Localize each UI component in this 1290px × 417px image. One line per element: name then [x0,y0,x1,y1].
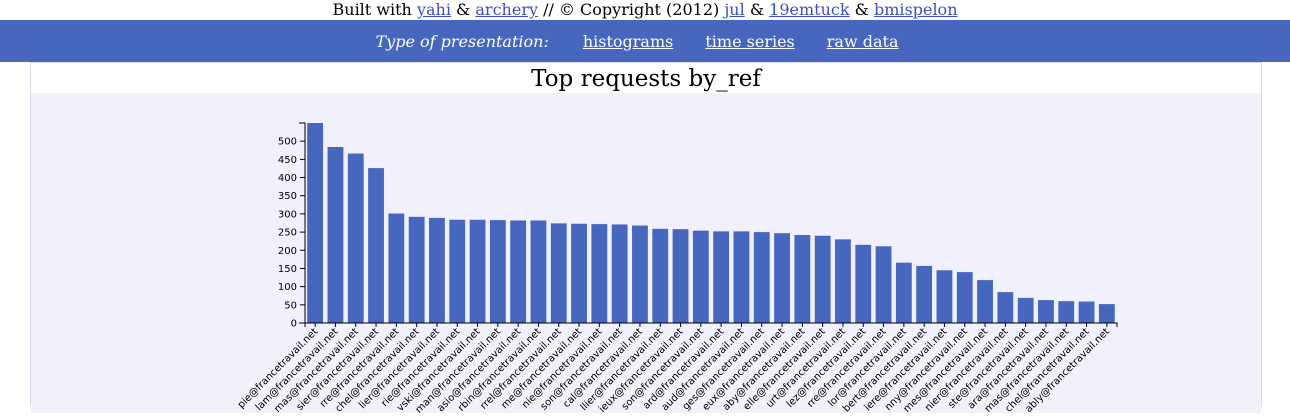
bar-32[interactable] [956,272,973,323]
archery-link[interactable]: archery [475,0,538,19]
bar-33[interactable] [977,280,993,323]
bar-1[interactable] [327,147,344,323]
y-tick-label-4: 200 [278,246,297,257]
bar-23[interactable] [774,233,790,323]
bar-34[interactable] [997,292,1014,323]
bar-37[interactable] [1058,301,1075,323]
bar-19[interactable] [692,230,709,323]
bar-22[interactable] [753,232,770,323]
bar-21[interactable] [733,231,750,323]
presentation-type-label: Type of presentation: [375,31,549,51]
bar-7[interactable] [449,219,466,323]
y-tick-label-7: 350 [278,191,297,202]
y-axis [299,122,306,324]
credits-copyright: // © Copyright (2012) [543,0,720,19]
y-tick-label-2: 100 [278,282,297,293]
time-series-link[interactable]: time series [705,31,795,51]
jul-link[interactable]: jul [724,0,745,19]
bar-29[interactable] [895,262,912,323]
bar-12[interactable] [550,223,567,323]
credits-bar: Built with yahi & archery // © Copyright… [0,0,1290,20]
bar-14[interactable] [591,224,608,323]
bar-20[interactable] [713,231,730,323]
bar-3[interactable] [368,168,384,323]
chart-panel: Top requests by_ref 0 50 100 150 200 250 300 35… [30,62,1262,416]
presentation-navbar: Type of presentation: histograms time se… [0,20,1290,62]
bar-18[interactable] [672,229,689,323]
raw-data-link[interactable]: raw data [826,31,899,51]
x-axis [304,322,1118,327]
bar-39[interactable] [1098,304,1115,323]
bar-38[interactable] [1078,301,1095,323]
bar-0[interactable] [307,123,324,323]
y-tick-label-6: 300 [278,209,297,220]
bar-4[interactable] [388,213,405,323]
credits-amp-2: & [749,0,765,19]
bar-17[interactable] [652,228,669,323]
bar-28[interactable] [875,246,892,323]
y-tick-label-5: 250 [278,228,297,239]
bar-10[interactable] [510,220,527,323]
bar-6[interactable] [429,217,445,323]
bar-15[interactable] [611,224,628,323]
panel-title: Top requests by_ref [531,66,761,92]
bar-36[interactable] [1038,300,1054,323]
bar-11[interactable] [530,220,547,323]
bar-27[interactable] [855,244,872,323]
histograms-link[interactable]: histograms [582,31,674,51]
19emtuck-link[interactable]: 19emtuck [769,0,850,19]
chart-area: 0 50 100 150 200 250 300 350 400 450 500 pie@france… [31,93,1261,416]
credits-amp-3: & [854,0,869,19]
bar-16[interactable] [632,225,648,323]
bar-2[interactable] [347,153,364,323]
bar-24[interactable] [794,235,811,323]
y-tick-label-0: 0 [291,319,297,330]
bar-35[interactable] [1017,297,1034,323]
credits-built-with: Built with [332,0,412,19]
bar-chart: 050100150200250300350400450500pie@france… [236,122,1118,416]
y-tick-label-9: 450 [278,155,297,166]
bar-5[interactable] [408,216,425,323]
bar-30[interactable] [916,265,933,323]
credits-amp-1: & [456,0,471,19]
y-tick-label-3: 150 [278,264,297,275]
yahi-link[interactable]: yahi [416,0,451,19]
y-tick-label-8: 400 [278,173,297,184]
y-tick-label-10: 500 [278,137,297,148]
bmispelon-link[interactable]: bmispelon [873,0,958,19]
bar-31[interactable] [936,270,953,323]
y-tick-label-1: 50 [284,300,297,311]
bar-8[interactable] [469,219,486,323]
bar-13[interactable] [571,223,587,323]
bar-25[interactable] [814,235,831,323]
bar-26[interactable] [835,239,851,323]
bar-9[interactable] [489,220,506,323]
